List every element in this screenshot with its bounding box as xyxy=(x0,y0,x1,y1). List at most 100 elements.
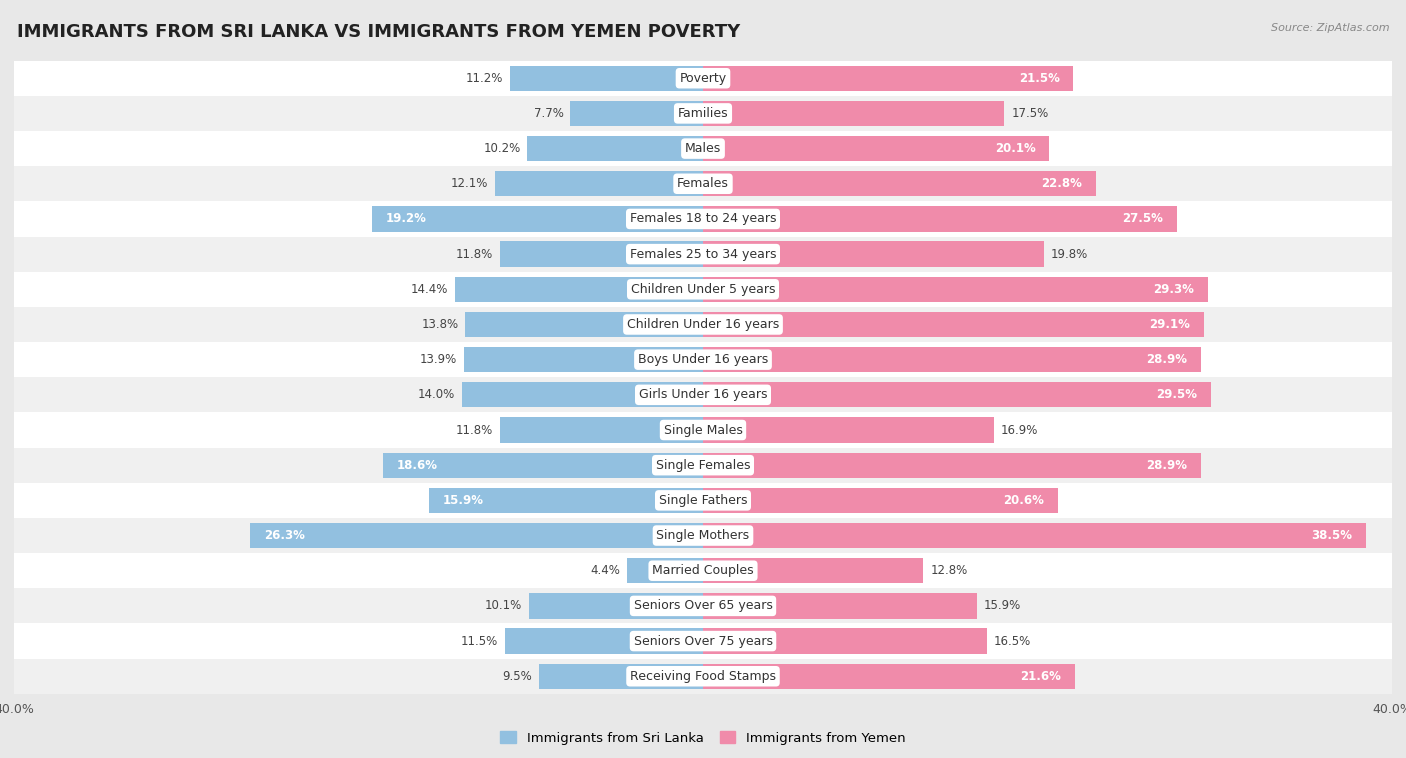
Bar xyxy=(703,453,1201,478)
Bar xyxy=(382,453,703,478)
Bar xyxy=(505,628,703,653)
FancyBboxPatch shape xyxy=(14,624,1392,659)
Legend: Immigrants from Sri Lanka, Immigrants from Yemen: Immigrants from Sri Lanka, Immigrants fr… xyxy=(501,731,905,745)
FancyBboxPatch shape xyxy=(14,236,1392,271)
Bar xyxy=(703,171,1095,196)
Text: 14.0%: 14.0% xyxy=(418,388,456,401)
Text: 28.9%: 28.9% xyxy=(1146,353,1187,366)
Text: 21.6%: 21.6% xyxy=(1021,670,1062,683)
Text: 15.9%: 15.9% xyxy=(984,600,1021,612)
Text: Children Under 5 years: Children Under 5 years xyxy=(631,283,775,296)
FancyBboxPatch shape xyxy=(14,131,1392,166)
Text: Girls Under 16 years: Girls Under 16 years xyxy=(638,388,768,401)
Bar xyxy=(703,277,1208,302)
Bar xyxy=(495,171,703,196)
Text: 21.5%: 21.5% xyxy=(1019,72,1060,85)
Bar xyxy=(703,663,1076,689)
Text: 29.5%: 29.5% xyxy=(1156,388,1198,401)
FancyBboxPatch shape xyxy=(14,61,1392,96)
Text: Seniors Over 65 years: Seniors Over 65 years xyxy=(634,600,772,612)
Text: 26.3%: 26.3% xyxy=(264,529,305,542)
Bar xyxy=(703,136,1049,161)
Text: 16.5%: 16.5% xyxy=(994,634,1032,647)
Bar xyxy=(703,628,987,653)
Text: Single Males: Single Males xyxy=(664,424,742,437)
Text: Females 25 to 34 years: Females 25 to 34 years xyxy=(630,248,776,261)
Text: Single Fathers: Single Fathers xyxy=(659,494,747,507)
Text: 10.1%: 10.1% xyxy=(485,600,522,612)
Bar xyxy=(571,101,703,126)
Text: 29.3%: 29.3% xyxy=(1153,283,1194,296)
Text: Males: Males xyxy=(685,142,721,155)
Bar xyxy=(510,65,703,91)
Text: Females: Females xyxy=(678,177,728,190)
FancyBboxPatch shape xyxy=(14,483,1392,518)
Bar xyxy=(456,277,703,302)
Bar xyxy=(703,594,977,619)
Text: 20.1%: 20.1% xyxy=(994,142,1035,155)
FancyBboxPatch shape xyxy=(14,166,1392,202)
Text: 11.5%: 11.5% xyxy=(461,634,498,647)
Bar xyxy=(703,382,1211,408)
Bar xyxy=(703,487,1057,513)
FancyBboxPatch shape xyxy=(14,307,1392,342)
Text: 19.2%: 19.2% xyxy=(387,212,427,225)
Text: 4.4%: 4.4% xyxy=(591,564,620,578)
Text: Source: ZipAtlas.com: Source: ZipAtlas.com xyxy=(1271,23,1389,33)
Text: 16.9%: 16.9% xyxy=(1001,424,1039,437)
Text: Single Females: Single Females xyxy=(655,459,751,471)
Text: 17.5%: 17.5% xyxy=(1011,107,1049,120)
Bar xyxy=(703,558,924,584)
Bar xyxy=(499,242,703,267)
Text: Boys Under 16 years: Boys Under 16 years xyxy=(638,353,768,366)
Text: Children Under 16 years: Children Under 16 years xyxy=(627,318,779,331)
Text: Females 18 to 24 years: Females 18 to 24 years xyxy=(630,212,776,225)
Text: 38.5%: 38.5% xyxy=(1312,529,1353,542)
Bar xyxy=(703,418,994,443)
Text: 27.5%: 27.5% xyxy=(1122,212,1163,225)
Bar xyxy=(373,206,703,232)
Bar xyxy=(703,312,1204,337)
Bar xyxy=(703,206,1177,232)
Text: Poverty: Poverty xyxy=(679,72,727,85)
Bar xyxy=(703,101,1004,126)
Bar xyxy=(703,65,1073,91)
Text: 18.6%: 18.6% xyxy=(396,459,437,471)
Text: Receiving Food Stamps: Receiving Food Stamps xyxy=(630,670,776,683)
Bar xyxy=(465,312,703,337)
FancyBboxPatch shape xyxy=(14,377,1392,412)
Bar xyxy=(703,242,1045,267)
Text: 29.1%: 29.1% xyxy=(1150,318,1191,331)
FancyBboxPatch shape xyxy=(14,271,1392,307)
FancyBboxPatch shape xyxy=(14,96,1392,131)
Text: 13.9%: 13.9% xyxy=(419,353,457,366)
Text: 12.8%: 12.8% xyxy=(931,564,967,578)
FancyBboxPatch shape xyxy=(14,553,1392,588)
Text: 15.9%: 15.9% xyxy=(443,494,484,507)
Text: Single Mothers: Single Mothers xyxy=(657,529,749,542)
Text: 11.2%: 11.2% xyxy=(465,72,503,85)
Text: 19.8%: 19.8% xyxy=(1050,248,1088,261)
Text: 22.8%: 22.8% xyxy=(1040,177,1083,190)
Text: 12.1%: 12.1% xyxy=(450,177,488,190)
Bar xyxy=(250,523,703,548)
Text: 11.8%: 11.8% xyxy=(456,424,494,437)
Text: Families: Families xyxy=(678,107,728,120)
Text: Married Couples: Married Couples xyxy=(652,564,754,578)
Text: 7.7%: 7.7% xyxy=(534,107,564,120)
FancyBboxPatch shape xyxy=(14,447,1392,483)
Bar xyxy=(703,523,1367,548)
FancyBboxPatch shape xyxy=(14,659,1392,694)
Text: 14.4%: 14.4% xyxy=(411,283,449,296)
Text: 9.5%: 9.5% xyxy=(503,670,533,683)
Bar xyxy=(429,487,703,513)
Text: 10.2%: 10.2% xyxy=(484,142,520,155)
Text: IMMIGRANTS FROM SRI LANKA VS IMMIGRANTS FROM YEMEN POVERTY: IMMIGRANTS FROM SRI LANKA VS IMMIGRANTS … xyxy=(17,23,740,41)
Bar xyxy=(461,382,703,408)
FancyBboxPatch shape xyxy=(14,518,1392,553)
Bar xyxy=(627,558,703,584)
Bar xyxy=(464,347,703,372)
Bar xyxy=(529,594,703,619)
Text: 11.8%: 11.8% xyxy=(456,248,494,261)
Bar xyxy=(703,347,1201,372)
